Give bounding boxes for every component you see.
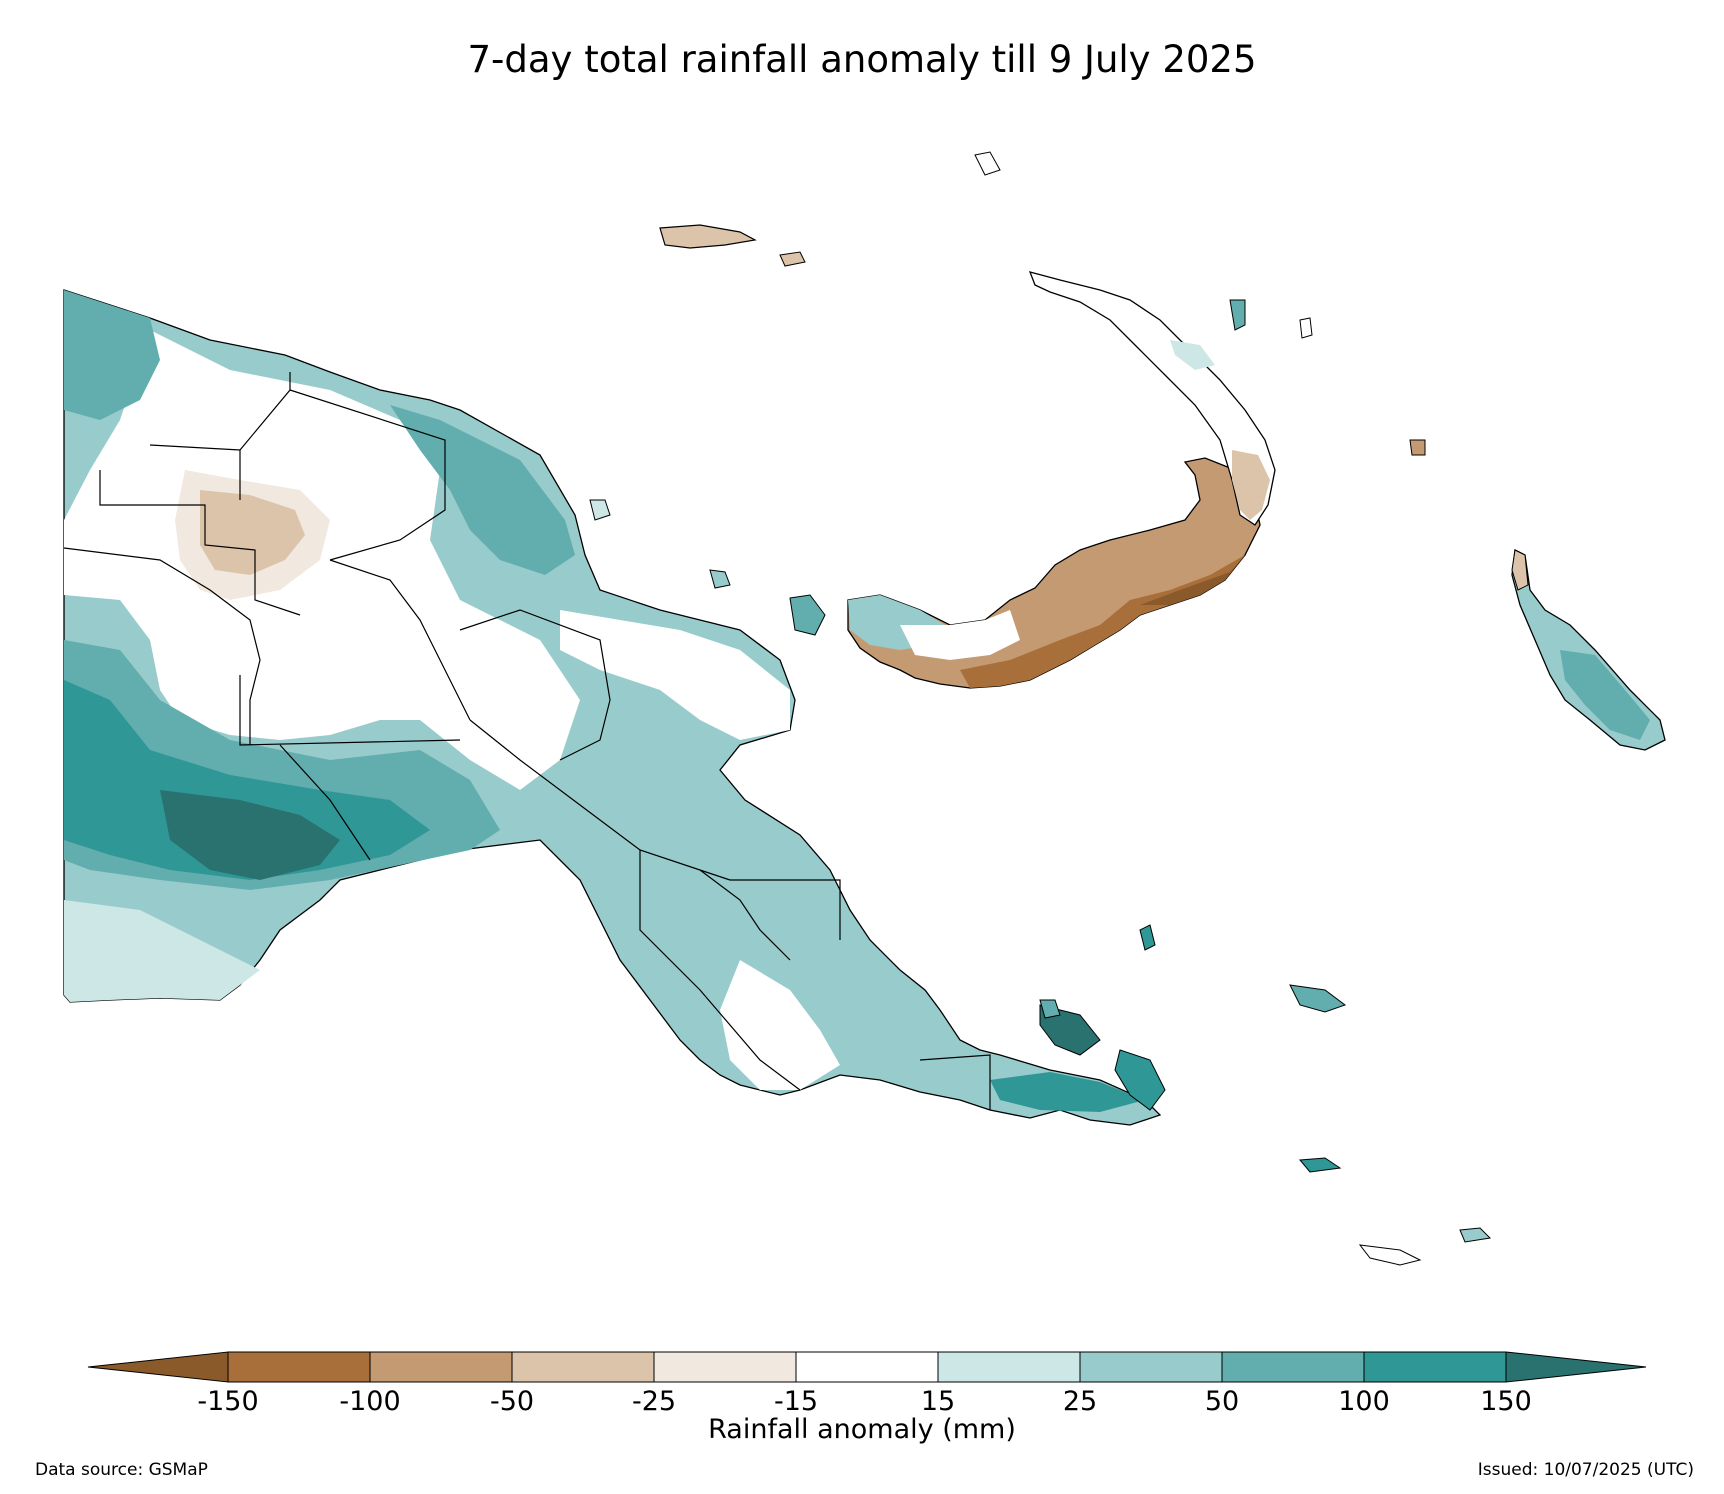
highlands-neutral [64, 330, 580, 790]
manus-small [779, 251, 806, 267]
colorbar-extend-low [87, 1351, 229, 1383]
colorbar-bin [511, 1351, 655, 1383]
colorbar-tick-label: 50 [1204, 1386, 1240, 1417]
colorbar [87, 1351, 1647, 1383]
colorbar-extend-high [1505, 1351, 1647, 1383]
west-coast-wet [64, 290, 160, 420]
colorbar-bin [653, 1351, 797, 1383]
data-source-note: Data source: GSMaP [35, 1460, 208, 1480]
south-extreme-wet [160, 790, 340, 880]
colorbar-tick-label: 25 [1062, 1386, 1098, 1417]
east-peninsula-neutral [720, 960, 840, 1090]
buka-dry [1511, 549, 1529, 591]
colorbar-tick-label: 150 [1480, 1386, 1532, 1417]
north-white-patch [560, 610, 790, 740]
colorbar-tick-label: -25 [631, 1386, 677, 1417]
mainland [63, 289, 1162, 1126]
issued-date-note: Issued: 10/07/2025 (UTC) [1477, 1460, 1694, 1480]
north-coast-wet [390, 405, 575, 575]
east-tip-wet [990, 1072, 1145, 1112]
highlands-dry [200, 490, 305, 575]
colorbar-tick-label: 100 [1338, 1386, 1390, 1417]
new-britain-very-dry [960, 555, 1245, 688]
map-title: 7-day total rainfall anomaly till 9 July… [467, 38, 1257, 81]
colorbar-tick-label: -15 [773, 1386, 819, 1417]
small-islands-north [589, 151, 1426, 636]
colorbar-tick-label: -150 [197, 1386, 259, 1417]
far-south-light [64, 900, 260, 1002]
colorbar-bin [795, 1351, 939, 1383]
colorbar-bin [1363, 1351, 1507, 1383]
province-boundaries [63, 372, 991, 1110]
southeast-islands [1039, 924, 1492, 1266]
colorbar-bin [1221, 1351, 1365, 1383]
colorbar-bin [937, 1351, 1081, 1383]
new-britain [847, 457, 1261, 689]
new-britain-extreme-dry [1140, 555, 1245, 605]
manus-island [659, 224, 757, 249]
colorbar-tick-label: -50 [489, 1386, 535, 1417]
south-very-wet [64, 680, 430, 880]
new-ireland-wet [1170, 340, 1215, 370]
colorbar-tick-label: 15 [920, 1386, 956, 1417]
bougainville-wet [1560, 650, 1650, 740]
new-ireland-dry [1232, 450, 1270, 520]
new-britain-white [900, 610, 1020, 660]
colorbar-bin [369, 1351, 513, 1383]
colorbar-bin [1079, 1351, 1223, 1383]
colorbar-bin [227, 1351, 371, 1383]
colorbar-title: Rainfall anomaly (mm) [708, 1414, 1016, 1445]
colorbar-tick-label: -100 [339, 1386, 401, 1417]
